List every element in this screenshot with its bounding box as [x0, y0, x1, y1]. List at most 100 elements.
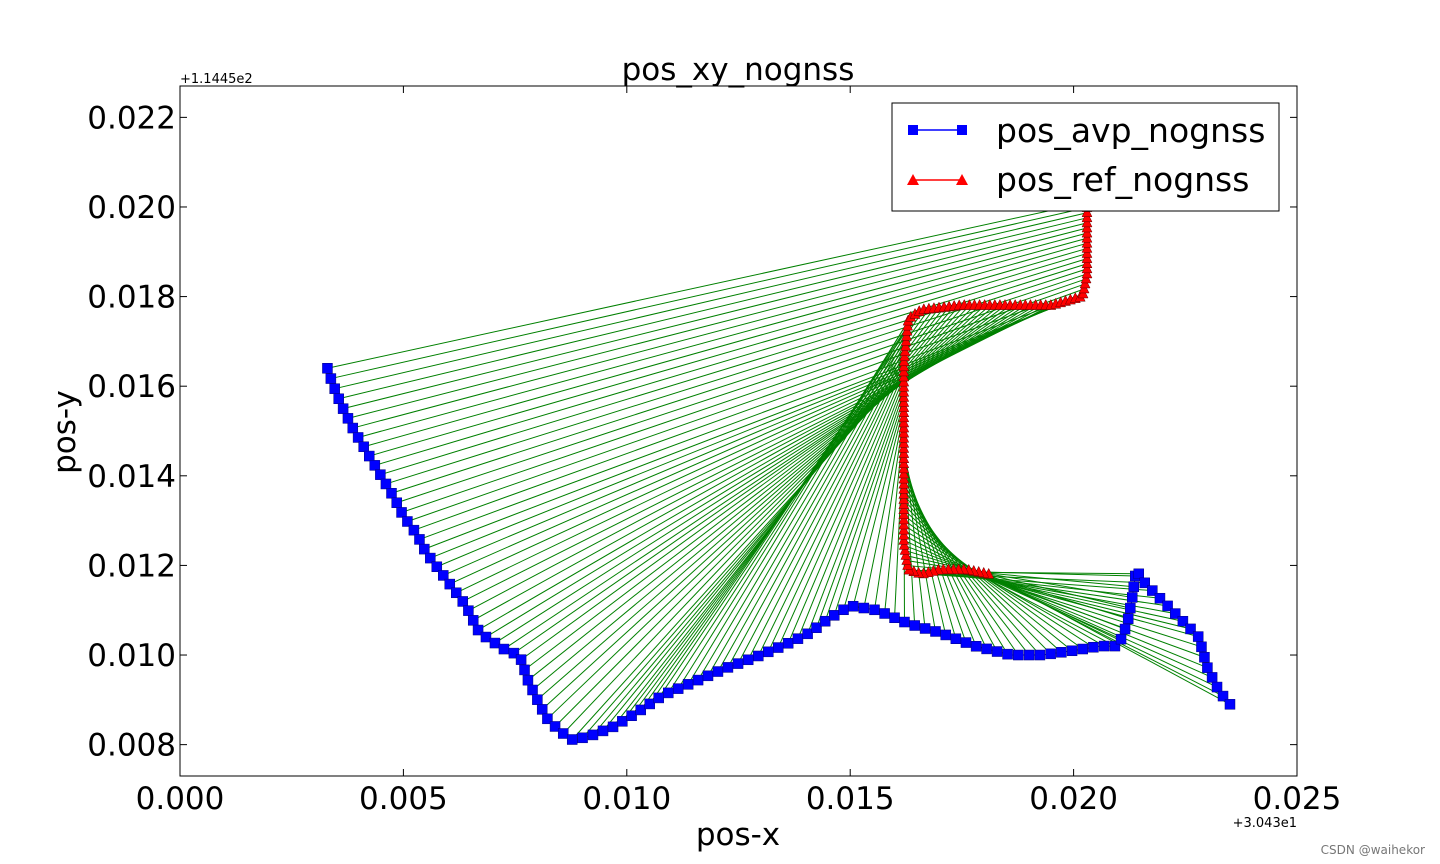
connector-line	[717, 336, 907, 672]
legend-avp-marker	[908, 125, 918, 135]
avp-point	[1122, 613, 1134, 624]
avp-point	[408, 524, 420, 536]
x-tick-label: 0.015	[806, 781, 895, 817]
connector-line	[485, 305, 1031, 638]
connector-line	[903, 509, 1062, 653]
avp-point	[644, 698, 655, 710]
y-tick-label: 0.010	[87, 638, 176, 674]
connector-line	[554, 305, 975, 727]
connector-line	[807, 381, 905, 634]
avp-point	[981, 643, 992, 655]
connector-line	[767, 361, 905, 653]
avp-point	[889, 612, 900, 624]
avp-point	[742, 654, 754, 666]
avp-point	[402, 516, 413, 527]
avp-point	[838, 604, 849, 616]
connector-line	[988, 573, 1231, 705]
avp-point	[919, 623, 931, 634]
connector-lines	[327, 202, 1231, 740]
legend-entry-avp: pos_avp_nognss	[908, 111, 1265, 150]
avp-point	[653, 692, 664, 704]
avp-point	[549, 721, 561, 732]
y-tick-label: 0.022	[87, 100, 176, 136]
connector-line	[903, 504, 1052, 655]
connector-line	[903, 534, 1116, 647]
avp-point	[386, 487, 397, 499]
connector-line	[520, 305, 1011, 661]
axes: 0.000 0.005 0.010 0.015 0.020 0.025 0.008 0.010…	[87, 85, 1341, 817]
legend-avp-marker	[957, 125, 967, 135]
connector-line	[352, 232, 1088, 429]
avp-point	[498, 643, 510, 655]
avp-point	[763, 646, 774, 658]
connector-line	[477, 305, 1036, 631]
y-tick-label: 0.012	[87, 548, 176, 584]
avp-point	[672, 683, 684, 694]
legend-ref-marker	[907, 174, 919, 185]
connector-line	[824, 392, 905, 622]
y-axis-label: pos-y	[47, 390, 83, 474]
avp-point	[1199, 651, 1210, 663]
connector-line	[385, 263, 1088, 485]
avp-point	[329, 383, 340, 394]
x-offset-label: +3.043e1	[1233, 816, 1297, 831]
connector-line	[363, 242, 1088, 448]
avp-point	[692, 674, 704, 686]
connector-line	[537, 305, 991, 701]
connector-line	[413, 288, 1085, 531]
avp-point	[1162, 600, 1173, 612]
avp-point	[1034, 649, 1046, 661]
connector-line	[330, 207, 1088, 380]
avp-point	[702, 670, 714, 682]
avp-point	[522, 674, 534, 686]
legend-entry-ref: pos_ref_nognss	[907, 160, 1249, 199]
avp-point	[347, 422, 359, 434]
avp-point	[451, 587, 462, 599]
connector-line	[513, 305, 1016, 654]
avp-point	[753, 650, 764, 662]
connector-line	[369, 247, 1088, 457]
y-tick-label: 0.016	[87, 369, 176, 405]
avp-point	[358, 441, 369, 453]
connector-line	[342, 222, 1088, 410]
avp-point	[991, 646, 1003, 657]
y-tick-label: 0.018	[87, 280, 176, 316]
connector-line	[863, 412, 905, 609]
avp-point	[712, 666, 724, 677]
connector-line	[697, 325, 908, 681]
avp-point	[879, 608, 890, 619]
avp-point	[472, 624, 484, 636]
avp-point	[1088, 641, 1099, 653]
avp-point	[930, 626, 941, 637]
avp-point	[467, 615, 479, 626]
avp-point	[802, 628, 813, 640]
avp-point	[536, 704, 548, 715]
avp-point	[1185, 623, 1196, 635]
avp-point	[1119, 623, 1131, 635]
avp-point	[457, 596, 468, 607]
connector-line	[494, 305, 1026, 644]
chart-title: pos_xy_nognss	[622, 52, 855, 88]
avp-point	[950, 633, 962, 644]
connector-line	[747, 351, 906, 661]
avp-point	[1169, 608, 1181, 619]
connector-line	[527, 305, 1001, 681]
x-tick-label: 0.010	[582, 781, 671, 817]
connector-line	[903, 539, 1122, 640]
avp-point	[1177, 615, 1189, 627]
avp-point	[438, 570, 449, 581]
avp-point	[828, 610, 840, 621]
avp-point	[396, 507, 407, 518]
avp-point	[1115, 633, 1127, 645]
x-tick-label: 0.020	[1029, 781, 1118, 817]
avp-point	[325, 373, 337, 384]
avp-point	[380, 478, 392, 490]
avp-point	[970, 641, 982, 652]
avp-point	[772, 642, 784, 653]
connector-line	[338, 217, 1088, 400]
legend-avp-label: pos_avp_nognss	[996, 111, 1265, 150]
avp-point	[414, 534, 425, 545]
series-line-ref	[903, 202, 1088, 575]
connector-line	[777, 366, 905, 648]
